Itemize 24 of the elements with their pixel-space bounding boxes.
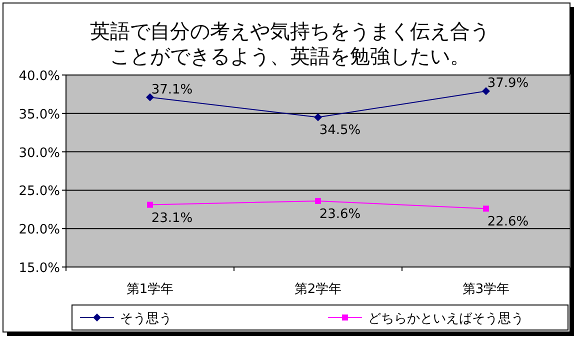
x-tick-label: 第1学年 — [126, 282, 174, 297]
y-tick-label: 15.0% — [18, 261, 60, 276]
data-label: 22.6% — [487, 214, 529, 230]
data-label: 23.6% — [319, 206, 361, 222]
data-label: 23.1% — [151, 210, 193, 226]
chart-title: 英語で自分の考えや気持ちをうまく伝え合うことができるよう、英語を勉強したい。 — [90, 19, 490, 68]
data-label: 34.5% — [319, 123, 361, 138]
point — [482, 87, 490, 96]
point — [315, 198, 321, 204]
y-tick-label: 35.0% — [18, 107, 60, 122]
y-tick-label: 30.0% — [18, 146, 60, 161]
point — [146, 93, 154, 102]
legend-label: そう思う — [120, 312, 172, 326]
x-tick-label: 第3学年 — [462, 282, 510, 297]
point — [147, 202, 153, 208]
x-tick-label: 第2学年 — [294, 282, 342, 297]
y-tick-label: 40.0% — [18, 69, 60, 84]
data-label: 37.9% — [487, 76, 529, 92]
data-label: 37.1% — [151, 82, 193, 98]
point — [483, 206, 489, 212]
y-tick-label: 20.0% — [18, 222, 60, 238]
legend-label: どちらかといえばそう思う — [368, 312, 524, 326]
y-tick-label: 25.0% — [18, 184, 60, 200]
point — [314, 113, 322, 122]
